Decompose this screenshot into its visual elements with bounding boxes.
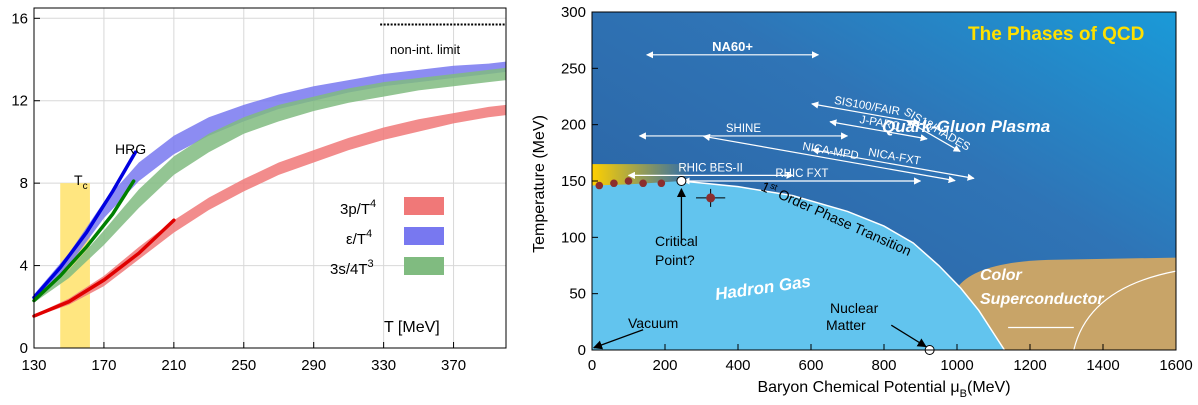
y-tick-label: 250 [561, 60, 586, 77]
x-tick-label: 1200 [1013, 357, 1046, 374]
experiment-range-7: RHIC BES-II [627, 162, 794, 179]
legend-swatch-energy [404, 227, 444, 245]
tc-label: Tc [74, 172, 88, 192]
x-tick-label: 130 [21, 357, 46, 374]
nuclear-matter-label-1: Nuclear [830, 300, 879, 316]
lattice-point [595, 181, 604, 190]
hrg-lines [32, 150, 176, 318]
y-tick-label: 50 [569, 286, 586, 303]
thermodynamics-chart: 130 170 210 250 290 330 370 0 4 8 12 16 non-int. li… [11, 7, 507, 374]
experiment-label: RHIC FXT [775, 168, 828, 180]
experiment-arrow [811, 147, 975, 181]
lattice-point [610, 179, 618, 188]
y-tick-label: 200 [561, 117, 586, 134]
color-sc-label-1: Color [980, 267, 1023, 284]
nuclear-matter-arrow [890, 324, 927, 348]
color-sc-label-2: Superconductor [980, 291, 1104, 308]
lattice-points [595, 177, 666, 190]
x-tick-label: 290 [301, 357, 326, 374]
y-tick-label: 0 [20, 340, 28, 357]
legend-label-entropy: 3s/4T3 [330, 258, 374, 278]
data-point [696, 188, 726, 207]
y-tick-label: 4 [20, 258, 28, 275]
hrg-label: HRG [115, 141, 146, 157]
limit-label: non-int. limit [390, 42, 460, 57]
y-tick-label: 16 [11, 10, 28, 27]
hrg-line-pressure [32, 218, 176, 318]
axis-ticks: 0 200 400 600 800 1000 1200 1400 1600 0 50 100 150 20… [561, 4, 1193, 374]
legend-swatch-pressure [404, 197, 444, 215]
x-tick-label: 1600 [1159, 357, 1192, 374]
y-tick-label: 300 [561, 4, 586, 21]
lattice-point [657, 179, 666, 188]
grid-lines [33, 8, 506, 349]
lattice-point [639, 179, 647, 188]
y-tick-label: 0 [578, 342, 586, 359]
band-entropy [34, 67, 506, 303]
color-superconductor-sublines [1008, 270, 1177, 351]
x-tick-label: 400 [725, 357, 750, 374]
x-tick-label: 800 [871, 357, 896, 374]
x-tick-label: 0 [588, 357, 596, 374]
x-tick-label: 1400 [1086, 357, 1119, 374]
critical-point-label-1: Critical [655, 233, 698, 249]
chart-title: The Phases of QCD [968, 24, 1144, 45]
critical-point-marker [676, 176, 687, 186]
legend-label-pressure: 3p/T4 [340, 198, 376, 218]
data-point-marker [706, 193, 716, 203]
x-tick-label: 370 [441, 357, 466, 374]
x-tick-label: 1000 [940, 357, 973, 374]
vacuum-arrow [592, 329, 644, 350]
hrg-line-entropy [32, 179, 136, 303]
x-tick-label: 250 [231, 357, 256, 374]
x-axis-label: Baryon Chemical Potential μB(MeV) [757, 379, 1010, 400]
experiment-range-8: RHIC FXT [682, 168, 922, 185]
x-tick-label: 330 [371, 357, 396, 374]
y-tick-label: 12 [11, 93, 28, 110]
lattice-point [624, 177, 633, 185]
hadron-gas-region [592, 181, 1005, 350]
experiment-label: SHINE [726, 123, 761, 135]
experiment-label: NA60+ [712, 39, 753, 54]
legend-label-energy: ε/T4 [346, 228, 372, 248]
axis-ticks: 130 170 210 250 290 330 370 0 4 8 12 16 [11, 10, 466, 374]
y-axis-label: Temperature (MeV) [531, 115, 548, 253]
experiment-range-0: NA60+ [646, 39, 820, 59]
x-tick-label: 200 [652, 357, 677, 374]
x-axis-label: T [MeV] [384, 319, 440, 336]
y-tick-label: 8 [20, 175, 28, 192]
vacuum-label: Vacuum [628, 315, 678, 331]
legend: 3p/T4 ε/T4 3s/4T3 [330, 197, 444, 278]
y-tick-label: 100 [561, 229, 586, 246]
nuclear-matter-label-2: Matter [826, 317, 866, 333]
y-tick-label: 150 [561, 173, 586, 190]
x-tick-label: 170 [91, 357, 116, 374]
x-tick-label: 210 [161, 357, 186, 374]
plot-frame [33, 7, 507, 349]
experiment-label: RHIC BES-II [678, 162, 743, 174]
x-tick-label: 600 [798, 357, 823, 374]
hrg-line-energy [32, 150, 138, 300]
critical-point-label-2: Point? [655, 252, 695, 268]
qgp-label: Quark-Gluon Plasma [882, 117, 1050, 136]
phase-boundary-curve [681, 180, 1006, 351]
legend-swatch-entropy [404, 257, 444, 275]
